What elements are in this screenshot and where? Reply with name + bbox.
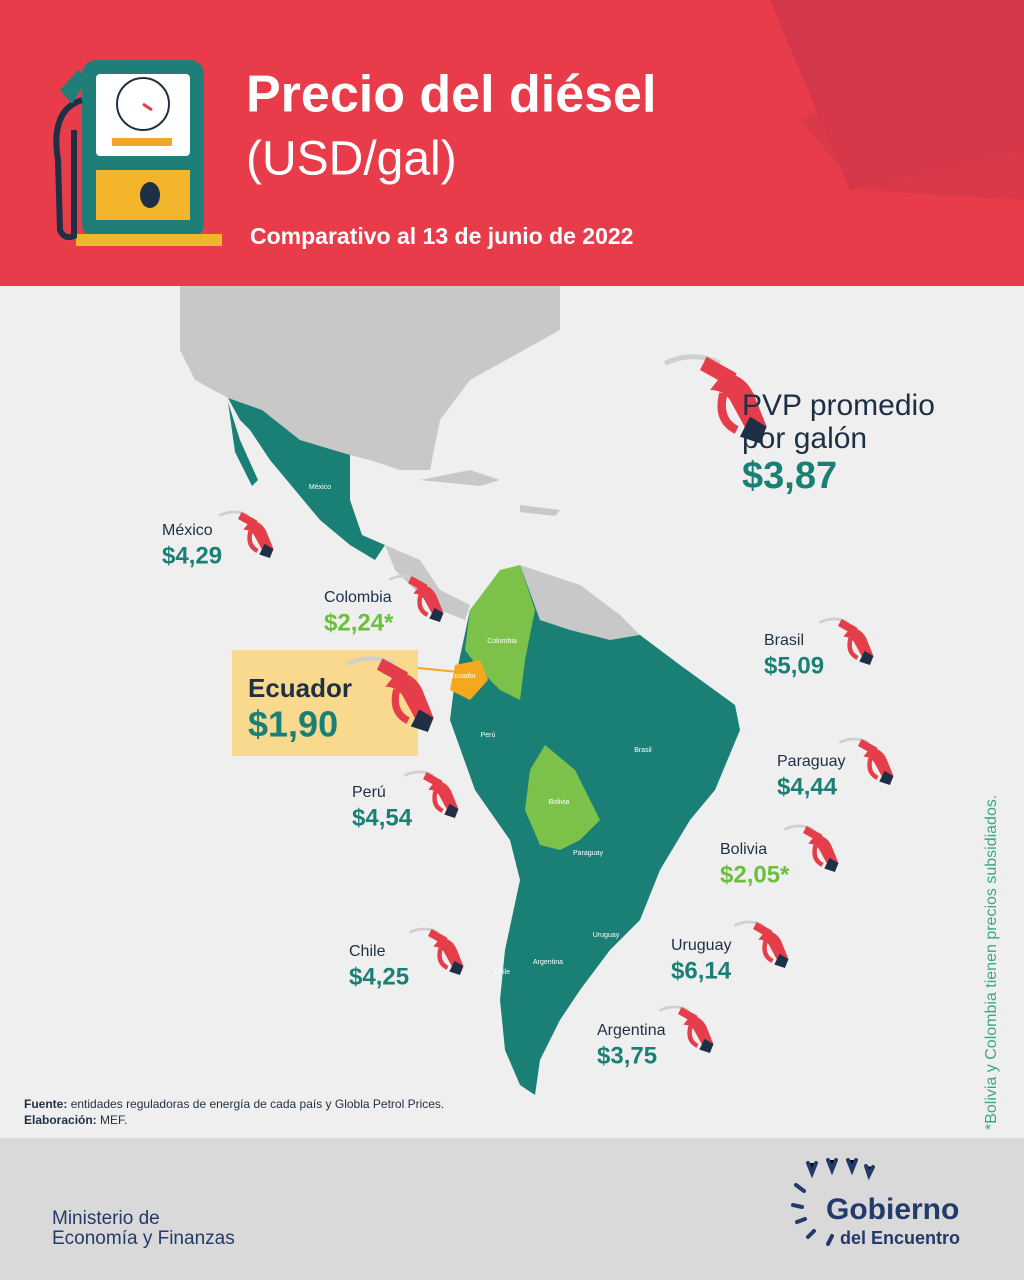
country-name: Paraguay [777, 753, 846, 770]
average-label: PVP promedio [742, 389, 935, 422]
elaboration-text: MEF. [100, 1113, 127, 1127]
country-price: $5,09 [764, 652, 824, 679]
logo-text: Gobierno [826, 1193, 959, 1226]
country-price: $4,44 [777, 773, 838, 800]
map-label: Paraguay [573, 850, 603, 857]
country-price: $1,90 [248, 704, 338, 745]
ministry: Ministerio de [52, 1208, 160, 1229]
average-label: por galón [742, 422, 867, 455]
source-label: Fuente: [24, 1097, 67, 1111]
elaboration-label: Elaboración: [24, 1113, 97, 1127]
logo-mark [791, 1158, 875, 1246]
country-price: $2,05* [720, 861, 790, 888]
title: Precio del diésel [246, 66, 656, 124]
subtitle: Comparativo al 13 de junio de 2022 [250, 223, 633, 249]
source: Fuente: entidades reguladoras de energía… [24, 1097, 444, 1111]
pump-illustration [53, 60, 222, 246]
source-text: entidades reguladoras de energía de cada… [71, 1097, 445, 1111]
map-label: Colombia [487, 638, 517, 645]
country-name: Ecuador [248, 673, 352, 703]
country-price: $2,24* [324, 609, 394, 636]
map-label: Argentina [533, 959, 563, 966]
note: *Bolivia y Colombia tienen precios subsi… [983, 795, 1000, 1130]
map [180, 286, 740, 1095]
map-label: México [309, 484, 331, 491]
map-label: Ecuador [450, 673, 477, 680]
country-name: México [162, 522, 213, 539]
country-name: Chile [349, 943, 386, 960]
country-name: Brasil [764, 632, 804, 649]
country-price: $4,54 [352, 804, 413, 831]
country-name: Argentina [597, 1022, 666, 1039]
header-shape [800, 20, 1024, 200]
map-label: Uruguay [593, 932, 620, 939]
elaboration: Elaboración: MEF. [24, 1113, 127, 1127]
country-price: $4,25 [349, 963, 409, 990]
country-price: $3,75 [597, 1042, 657, 1069]
ministry: Economía y Finanzas [52, 1228, 235, 1249]
map-label: Chile [494, 969, 510, 976]
unit: (USD/gal) [246, 133, 457, 186]
country-name: Colombia [324, 589, 392, 606]
country-name: Bolivia [720, 841, 767, 858]
country-price: $4,29 [162, 542, 222, 569]
map-label: Brasil [634, 747, 652, 754]
logo-text: del Encuentro [840, 1228, 960, 1248]
country-price: $6,14 [671, 957, 732, 984]
map-label: Bolivia [549, 799, 570, 806]
average-value: $3,87 [742, 455, 837, 497]
country-name: Perú [352, 784, 386, 801]
country-name: Uruguay [671, 937, 731, 954]
map-label: Perú [481, 732, 496, 739]
